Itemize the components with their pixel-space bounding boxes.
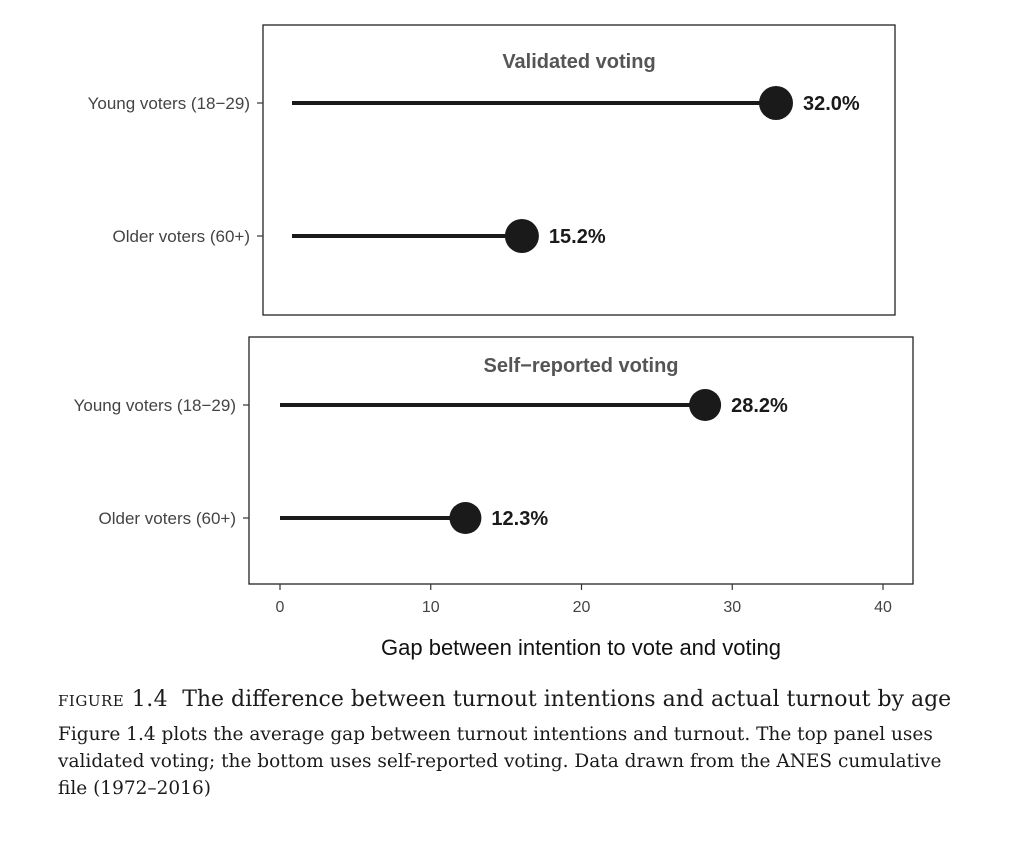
chart-figure: Validated voting Young voters (18−29) 32.0…	[74, 24, 914, 660]
lollipop-dot	[689, 389, 722, 421]
value-label: 32.0%	[803, 93, 860, 115]
x-tick-label: 20	[573, 599, 591, 616]
figure-title-line: figure 1.4 The difference between turnou…	[58, 685, 958, 715]
panel-frame	[262, 24, 896, 316]
lollipop-dot	[759, 86, 793, 120]
category-label: Older voters (60+)	[99, 509, 236, 528]
value-label: 15.2%	[549, 226, 606, 248]
lollipop-dot	[449, 502, 482, 534]
value-label: 28.2%	[731, 395, 788, 417]
x-tick-label: 0	[276, 599, 285, 616]
panel-title: Validated voting	[502, 51, 655, 73]
figure-caption: figure 1.4 The difference between turnou…	[58, 685, 958, 802]
figure-description: Figure 1.4 plots the average gap between…	[58, 724, 942, 799]
figure-label: figure 1.4	[58, 687, 169, 712]
category-label: Young voters (18−29)	[88, 94, 250, 113]
x-axis-label: Gap between intention to vote and voting	[381, 635, 781, 660]
x-tick-label: 30	[723, 599, 741, 616]
panel-title: Self−reported voting	[483, 355, 678, 377]
lollipop-dot	[504, 219, 539, 253]
value-label: 12.3%	[491, 508, 548, 530]
x-tick-label: 40	[874, 599, 892, 616]
category-label: Young voters (18−29)	[74, 396, 236, 415]
x-tick-label: 10	[422, 599, 440, 616]
category-label: Older voters (60+)	[113, 227, 250, 246]
figure-title: The difference between turnout intention…	[182, 687, 952, 712]
